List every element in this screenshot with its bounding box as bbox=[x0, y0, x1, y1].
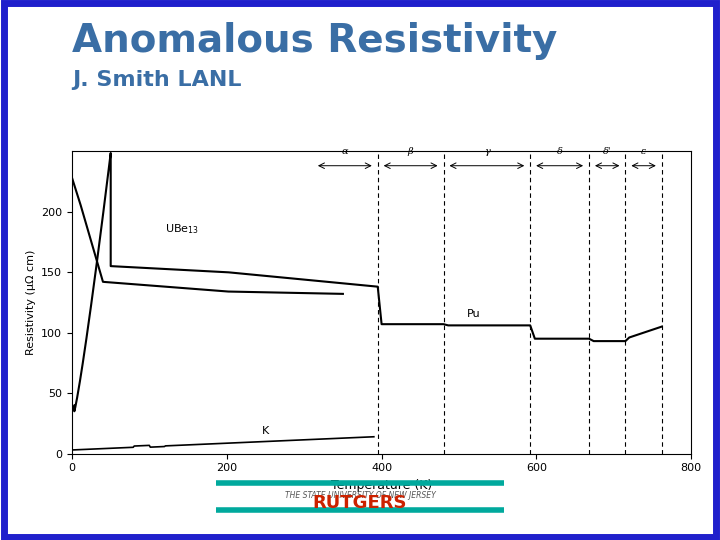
Text: δ': δ' bbox=[603, 147, 611, 156]
Text: THE STATE UNIVERSITY OF NEW JERSEY: THE STATE UNIVERSITY OF NEW JERSEY bbox=[284, 491, 436, 500]
Text: K: K bbox=[261, 426, 269, 436]
Text: β: β bbox=[408, 147, 413, 156]
Text: ε: ε bbox=[641, 147, 647, 156]
Text: UBe$_{13}$: UBe$_{13}$ bbox=[165, 222, 199, 236]
Text: Pu: Pu bbox=[467, 309, 480, 319]
Text: RUTGERS: RUTGERS bbox=[312, 494, 408, 512]
Y-axis label: Resistivity (μΩ cm): Resistivity (μΩ cm) bbox=[26, 249, 35, 355]
Text: J. Smith LANL: J. Smith LANL bbox=[72, 70, 241, 90]
Text: γ: γ bbox=[484, 147, 490, 156]
Text: Anomalous Resistivity: Anomalous Resistivity bbox=[72, 22, 557, 59]
X-axis label: Temperature (K): Temperature (K) bbox=[331, 479, 432, 492]
Text: α: α bbox=[341, 147, 348, 156]
Text: δ: δ bbox=[557, 147, 562, 156]
